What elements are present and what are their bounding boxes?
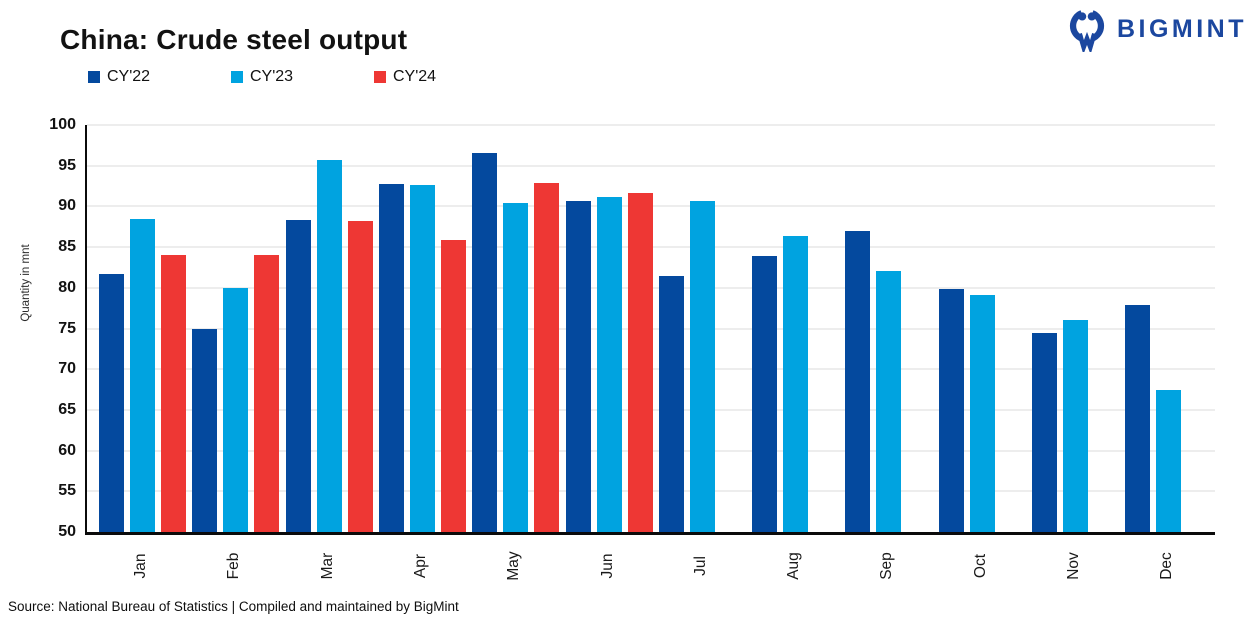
y-tick-60: 60 — [58, 441, 76, 459]
bar-jan-cy22 — [99, 273, 124, 532]
bar-may-cy24 — [534, 182, 560, 532]
chart-title: China: Crude steel output — [60, 24, 408, 55]
y-tick-55: 55 — [58, 482, 76, 500]
legend-swatch-icon — [374, 71, 386, 83]
bar-apr-cy22 — [378, 183, 404, 532]
bar-oct-cy22 — [938, 289, 964, 532]
brand-logo: BIGMINT — [1064, 6, 1247, 52]
bar-feb-cy23 — [223, 287, 249, 532]
bar-apr-cy24 — [440, 239, 466, 532]
bigmint-logo-text: BIGMINT — [1116, 14, 1247, 43]
bar-jul-cy22 — [658, 276, 684, 532]
bar-oct-cy23 — [969, 295, 995, 532]
x-label-nov: Nov — [1065, 552, 1082, 580]
bar-aug-cy22 — [752, 256, 778, 532]
y-tick-50: 50 — [58, 523, 76, 540]
bar-feb-cy24 — [254, 255, 280, 532]
y-tick-75: 75 — [58, 319, 76, 337]
bar-jun-cy22 — [565, 200, 591, 532]
bar-mar-cy23 — [316, 160, 342, 532]
bar-jun-cy23 — [596, 197, 622, 532]
bar-nov-cy23 — [1063, 319, 1088, 532]
bar-apr-cy23 — [409, 185, 435, 532]
bigmint-logo-icon — [1069, 10, 1104, 52]
bar-jul-cy23 — [689, 200, 715, 532]
x-label-dec: Dec — [1158, 552, 1176, 580]
bar-dec-cy22 — [1125, 304, 1151, 532]
bar-jun-cy24 — [627, 193, 653, 532]
legend-item-cy22: CY'22 — [88, 68, 231, 86]
bar-jan-cy23 — [130, 218, 155, 532]
x-label-feb: Feb — [225, 552, 243, 580]
y-tick-85: 85 — [58, 238, 76, 256]
x-label-jan: Jan — [132, 553, 149, 579]
x-label-may: May — [505, 551, 523, 581]
bar-dec-cy23 — [1156, 390, 1182, 532]
y-tick-70: 70 — [58, 360, 76, 378]
legend-label: CY'24 — [393, 68, 437, 85]
y-tick-80: 80 — [58, 278, 76, 296]
legend-item-cy23: CY'23 — [231, 68, 374, 86]
legend-label: CY'22 — [107, 68, 151, 85]
legend-swatch-icon — [88, 71, 100, 83]
legend-item-cy24: CY'24 — [374, 68, 517, 86]
y-tick-65: 65 — [58, 400, 76, 418]
bar-aug-cy23 — [783, 235, 809, 532]
bar-jan-cy24 — [161, 255, 186, 532]
y-tick-95: 95 — [58, 156, 76, 174]
bar-may-cy23 — [503, 203, 529, 532]
bar-feb-cy22 — [192, 328, 218, 532]
x-label-aug: Aug — [785, 552, 803, 580]
x-label-mar: Mar — [318, 552, 336, 580]
bar-sep-cy23 — [876, 270, 902, 532]
bar-nov-cy22 — [1032, 332, 1057, 532]
x-label-jun: Jun — [598, 553, 616, 579]
plot-area — [85, 124, 1215, 535]
bar-may-cy22 — [472, 152, 498, 532]
bar-mar-cy22 — [285, 220, 311, 532]
y-tick-90: 90 — [58, 197, 76, 215]
legend: CY'22 CY'23 CY'24 — [88, 68, 517, 86]
bar-sep-cy22 — [845, 230, 871, 532]
bar-mar-cy24 — [347, 221, 373, 532]
gridline-95 — [87, 164, 1215, 167]
x-label-jul: Jul — [691, 556, 709, 576]
x-label-sep: Sep — [878, 552, 896, 580]
x-label-apr: Apr — [411, 553, 429, 579]
legend-swatch-icon — [231, 71, 243, 83]
x-label-oct: Oct — [971, 553, 989, 579]
y-tick-100: 100 — [49, 116, 76, 133]
gridline-100 — [87, 124, 1215, 126]
source-note: Source: National Bureau of Statistics | … — [8, 599, 459, 614]
legend-label: CY'23 — [250, 68, 294, 85]
